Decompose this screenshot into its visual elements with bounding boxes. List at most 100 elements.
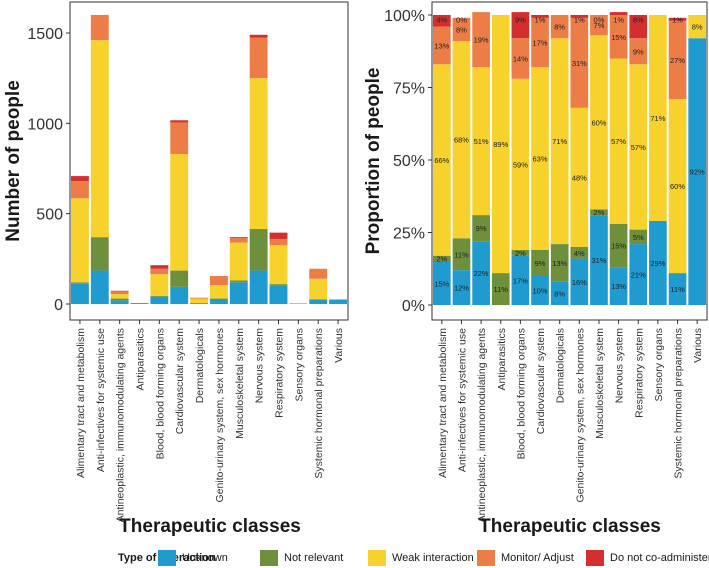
data-label-unknown: 16%	[572, 278, 587, 287]
x-tick-label: Sensory organs	[653, 328, 665, 402]
bar-segment-do-not-co-administer	[269, 232, 288, 239]
bar-segment-unknown	[90, 270, 109, 304]
bar-segment-unknown	[209, 299, 228, 304]
bar-segment-not-relevant	[170, 270, 189, 287]
bar-segment-weak-interaction	[609, 58, 628, 224]
bar-segment-unknown	[590, 215, 608, 305]
bar-segment-unknown	[229, 282, 248, 304]
legend-swatch-monitor-adjust	[477, 550, 495, 566]
bar-segment-monitor-adjust	[570, 17, 589, 108]
proportion-y-axis: 0% 25% 50% 75% 100%	[384, 8, 432, 315]
data-label-weak-interaction: 60%	[670, 182, 685, 191]
x-tick-label: Musculoskeletal system	[594, 328, 606, 439]
legend-swatch-do-not-co-administer	[586, 550, 604, 566]
proportion-x-axis: Alimentary tract and metabolism Anti-infe…	[437, 320, 704, 522]
bar-segment-weak-interaction	[229, 242, 248, 281]
x-tick-label: Musculoskeletal system	[234, 328, 246, 439]
data-label-monitor-adjust: 15%	[611, 33, 626, 42]
bar-segment-unknown	[629, 244, 648, 305]
proportion-data-labels: 15% 2% 66% 13% 4% 12% 11% 68% 8% 0% 22% 9% 51% 19% 11%…	[434, 15, 705, 298]
bar-segment-weak-interaction	[170, 154, 189, 271]
bar-segment-not-relevant	[130, 303, 149, 304]
data-label-weak-interaction: 48%	[572, 173, 587, 182]
legend-label-monitor-adjust: Monitor/ Adjust	[501, 552, 574, 564]
data-label-unknown: 92%	[690, 168, 705, 177]
legend-items: Unknown Not relevant Weak interaction Monit…	[158, 550, 709, 566]
bar-segment-weak-interaction	[70, 198, 89, 283]
bar-segment-monitor-adjust	[432, 26, 451, 65]
bar-segment-not-relevant	[70, 282, 89, 284]
data-label-monitor-adjust: 19%	[474, 36, 489, 45]
bar-segment-unknown	[329, 299, 348, 304]
x-tick-label: Dermatologicals	[194, 328, 206, 403]
x-tick-label: Dermatologicals	[555, 328, 567, 403]
data-label-weak-interaction: 59%	[513, 160, 528, 169]
bar-segment-monitor-adjust	[269, 238, 288, 246]
bar-segment-monitor-adjust	[452, 17, 471, 42]
bar-segment-monitor-adjust	[629, 38, 648, 65]
data-label-do-not-co-administer: 1%	[535, 15, 546, 24]
bar-segment-monitor-adjust	[511, 38, 530, 79]
bar-segment-monitor-adjust	[150, 268, 169, 275]
bar-segment-do-not-co-administer	[668, 17, 687, 21]
bar-segment-unknown	[688, 38, 707, 305]
bar-segment-weak-interaction	[90, 40, 109, 238]
count-bars	[70, 14, 348, 304]
data-label-unknown: 8%	[554, 289, 565, 298]
bar-segment-unknown	[110, 300, 129, 304]
bar-segment-weak-interaction	[269, 245, 288, 285]
data-label-monitor-adjust: 13%	[434, 41, 449, 50]
bar-segment-monitor-adjust	[110, 291, 129, 295]
x-tick-label: Alimentary tract and metabolism	[437, 328, 449, 478]
bar-segment-weak-interaction	[309, 278, 328, 300]
bar-segment-weak-interaction	[629, 64, 648, 230]
bar-segment-not-relevant	[570, 247, 589, 259]
legend-label-weak-interaction: Weak interaction	[392, 552, 474, 564]
bar-segment-unknown	[70, 283, 89, 304]
data-label-do-not-co-administer: 1%	[574, 15, 585, 24]
data-label-weak-interaction: 71%	[650, 114, 665, 123]
data-label-weak-interaction: 8%	[692, 23, 703, 32]
x-tick-label: Respiratory system	[633, 328, 645, 418]
bar-segment-monitor-adjust	[550, 15, 569, 39]
bar-segment-monitor-adjust	[531, 17, 549, 68]
data-label-weak-interaction: 68%	[454, 136, 469, 145]
data-label-weak-interaction: 51%	[474, 137, 489, 146]
x-tick-label: Anti-infectives for systemic use	[456, 328, 468, 472]
y-tick-label: 1500	[27, 26, 63, 43]
bar-segment-unknown	[511, 255, 530, 305]
bar-segment-not-relevant	[269, 284, 288, 286]
y-tick-label: 100%	[384, 8, 425, 25]
data-label-monitor-adjust: 8%	[456, 26, 467, 35]
bar-segment-weak-interaction	[668, 99, 687, 274]
data-label-do-not-co-administer: 8%	[633, 15, 644, 24]
bar-segment-weak-interaction	[511, 78, 530, 250]
bar-segment-monitor-adjust	[170, 122, 189, 155]
data-label-unknown: 17%	[513, 276, 528, 285]
bar-segment-unknown	[472, 241, 490, 305]
bar-segment-not-relevant	[209, 298, 228, 300]
x-tick-label: Anti-infectives for systemic use	[95, 328, 107, 472]
data-label-not-relevant: 5%	[633, 233, 644, 242]
bar-segment-weak-interaction	[491, 15, 510, 274]
legend: Type of interaction Unknown Not relevant W…	[118, 550, 709, 566]
count-chart-panel: 0 500 1000 1500 Alimentary tract and metabo…	[3, 1, 349, 537]
data-label-not-relevant: 11%	[494, 285, 509, 294]
data-label-not-relevant: 4%	[574, 249, 585, 258]
bar-segment-not-relevant	[452, 238, 471, 271]
x-tick-label: Respiratory system	[274, 328, 286, 418]
x-tick-label: Antiparasitics	[135, 328, 147, 390]
bar-segment-not-relevant	[629, 229, 648, 245]
bar-segment-not-relevant	[110, 298, 129, 301]
bar-segment-unknown	[150, 296, 169, 304]
bar-segment-weak-interaction	[472, 67, 490, 216]
bar-segment-unknown	[432, 261, 451, 305]
bar-segment-weak-interaction	[688, 15, 707, 39]
bar-segment-monitor-adjust	[668, 20, 687, 100]
bar-segment-monitor-adjust	[90, 14, 109, 41]
x-tick-label: Blood, blood forming organs	[154, 328, 166, 459]
bar-segment-not-relevant	[609, 223, 628, 268]
y-tick-label: 0%	[402, 298, 425, 315]
bar-segment-not-relevant	[511, 249, 530, 256]
data-label-weak-interaction: 66%	[434, 156, 449, 165]
